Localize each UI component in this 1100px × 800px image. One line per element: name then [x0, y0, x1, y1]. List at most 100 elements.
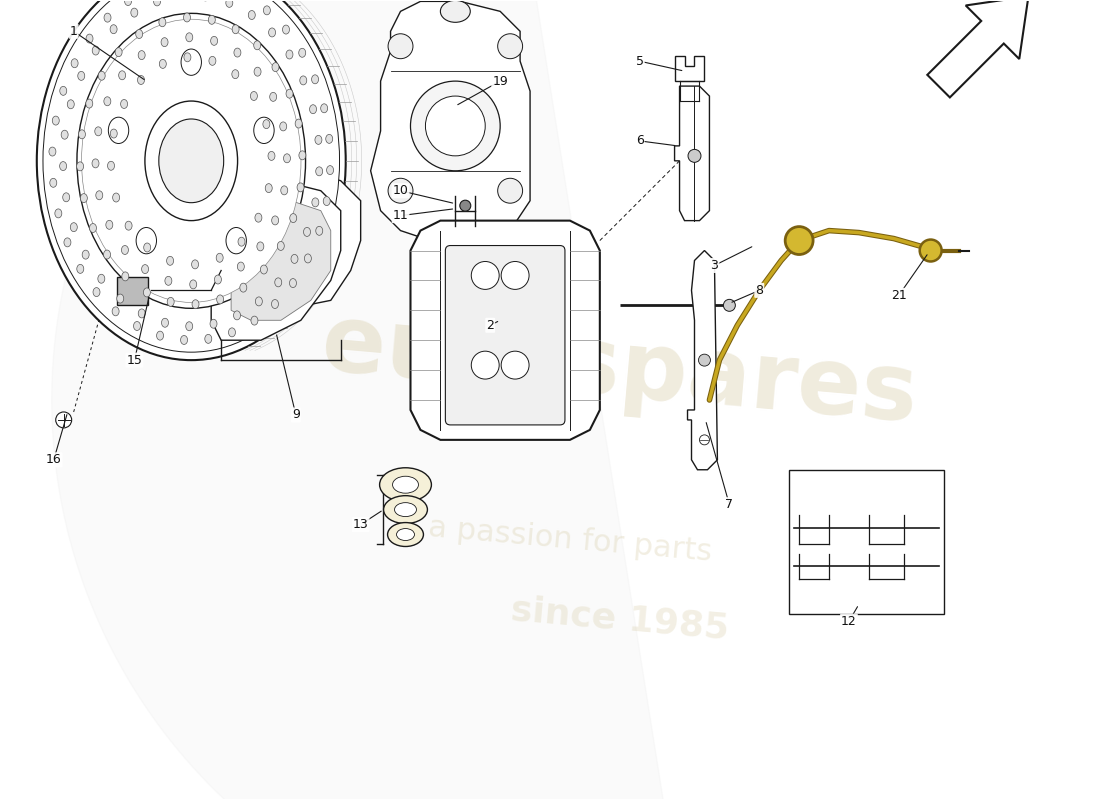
- Text: 9: 9: [292, 409, 300, 422]
- Ellipse shape: [103, 97, 111, 106]
- Ellipse shape: [233, 311, 241, 320]
- Ellipse shape: [396, 529, 415, 541]
- Text: 8: 8: [756, 284, 763, 297]
- Ellipse shape: [268, 28, 276, 37]
- Ellipse shape: [96, 190, 102, 200]
- Ellipse shape: [460, 200, 471, 211]
- Text: 16: 16: [46, 454, 62, 466]
- Ellipse shape: [471, 351, 499, 379]
- Ellipse shape: [144, 243, 151, 252]
- Ellipse shape: [67, 100, 75, 109]
- Ellipse shape: [323, 197, 330, 206]
- Ellipse shape: [251, 91, 257, 101]
- Ellipse shape: [305, 254, 311, 263]
- Ellipse shape: [180, 335, 187, 345]
- Ellipse shape: [286, 50, 293, 59]
- Text: a passion for parts: a passion for parts: [427, 513, 713, 566]
- Text: 12: 12: [842, 614, 857, 628]
- Ellipse shape: [50, 178, 57, 187]
- Ellipse shape: [131, 8, 138, 17]
- Ellipse shape: [698, 354, 711, 366]
- Ellipse shape: [272, 299, 278, 309]
- Ellipse shape: [379, 468, 431, 502]
- Ellipse shape: [304, 227, 310, 237]
- Ellipse shape: [154, 0, 161, 6]
- Ellipse shape: [121, 246, 129, 254]
- Ellipse shape: [122, 272, 129, 281]
- Ellipse shape: [234, 48, 241, 57]
- Ellipse shape: [167, 298, 174, 306]
- Ellipse shape: [299, 151, 306, 160]
- Ellipse shape: [125, 221, 132, 230]
- Ellipse shape: [785, 226, 813, 254]
- Ellipse shape: [321, 104, 328, 113]
- Ellipse shape: [240, 283, 246, 292]
- Ellipse shape: [138, 75, 144, 85]
- Ellipse shape: [502, 262, 529, 290]
- Ellipse shape: [108, 162, 114, 170]
- Text: 3: 3: [711, 259, 718, 272]
- Polygon shape: [674, 86, 710, 221]
- Ellipse shape: [112, 193, 120, 202]
- Ellipse shape: [268, 151, 275, 160]
- Polygon shape: [410, 221, 600, 440]
- Text: 21: 21: [891, 289, 906, 302]
- Ellipse shape: [192, 300, 199, 309]
- Text: eurospares: eurospares: [318, 298, 922, 442]
- Ellipse shape: [217, 254, 223, 262]
- Ellipse shape: [229, 328, 235, 337]
- Ellipse shape: [162, 318, 168, 327]
- Ellipse shape: [78, 130, 86, 138]
- Ellipse shape: [133, 322, 141, 330]
- Ellipse shape: [56, 412, 72, 428]
- Ellipse shape: [502, 351, 529, 379]
- Text: 19: 19: [493, 74, 508, 88]
- Ellipse shape: [94, 288, 100, 297]
- Ellipse shape: [106, 220, 113, 230]
- Ellipse shape: [254, 117, 274, 143]
- Ellipse shape: [81, 19, 301, 302]
- Ellipse shape: [72, 58, 78, 68]
- Ellipse shape: [316, 226, 322, 235]
- Ellipse shape: [143, 288, 151, 297]
- Ellipse shape: [284, 154, 290, 162]
- Ellipse shape: [189, 280, 197, 289]
- Ellipse shape: [116, 48, 122, 57]
- Text: 5: 5: [636, 54, 644, 68]
- Ellipse shape: [202, 0, 209, 1]
- Text: 15: 15: [126, 354, 142, 366]
- Ellipse shape: [326, 134, 332, 143]
- Ellipse shape: [158, 18, 166, 26]
- Ellipse shape: [279, 122, 287, 131]
- Ellipse shape: [309, 105, 317, 114]
- Ellipse shape: [209, 56, 216, 66]
- Polygon shape: [371, 2, 530, 241]
- Ellipse shape: [210, 36, 218, 46]
- Ellipse shape: [158, 119, 223, 202]
- Ellipse shape: [208, 15, 216, 24]
- Ellipse shape: [184, 13, 190, 22]
- Ellipse shape: [289, 278, 297, 287]
- Ellipse shape: [121, 99, 128, 109]
- Ellipse shape: [384, 496, 428, 523]
- Ellipse shape: [232, 25, 239, 34]
- Ellipse shape: [136, 227, 156, 254]
- Ellipse shape: [238, 237, 245, 246]
- Text: 6: 6: [636, 134, 644, 147]
- Ellipse shape: [315, 135, 322, 144]
- Ellipse shape: [297, 183, 304, 192]
- Ellipse shape: [139, 50, 145, 59]
- Ellipse shape: [410, 81, 500, 170]
- Ellipse shape: [251, 316, 257, 325]
- Ellipse shape: [255, 214, 262, 222]
- Ellipse shape: [98, 71, 106, 80]
- Ellipse shape: [43, 0, 340, 352]
- Ellipse shape: [184, 53, 191, 62]
- Ellipse shape: [292, 254, 298, 263]
- Text: 11: 11: [393, 209, 408, 222]
- Ellipse shape: [142, 265, 148, 274]
- Ellipse shape: [205, 334, 212, 343]
- Text: 7: 7: [725, 498, 734, 511]
- Ellipse shape: [263, 120, 270, 129]
- Ellipse shape: [226, 227, 246, 254]
